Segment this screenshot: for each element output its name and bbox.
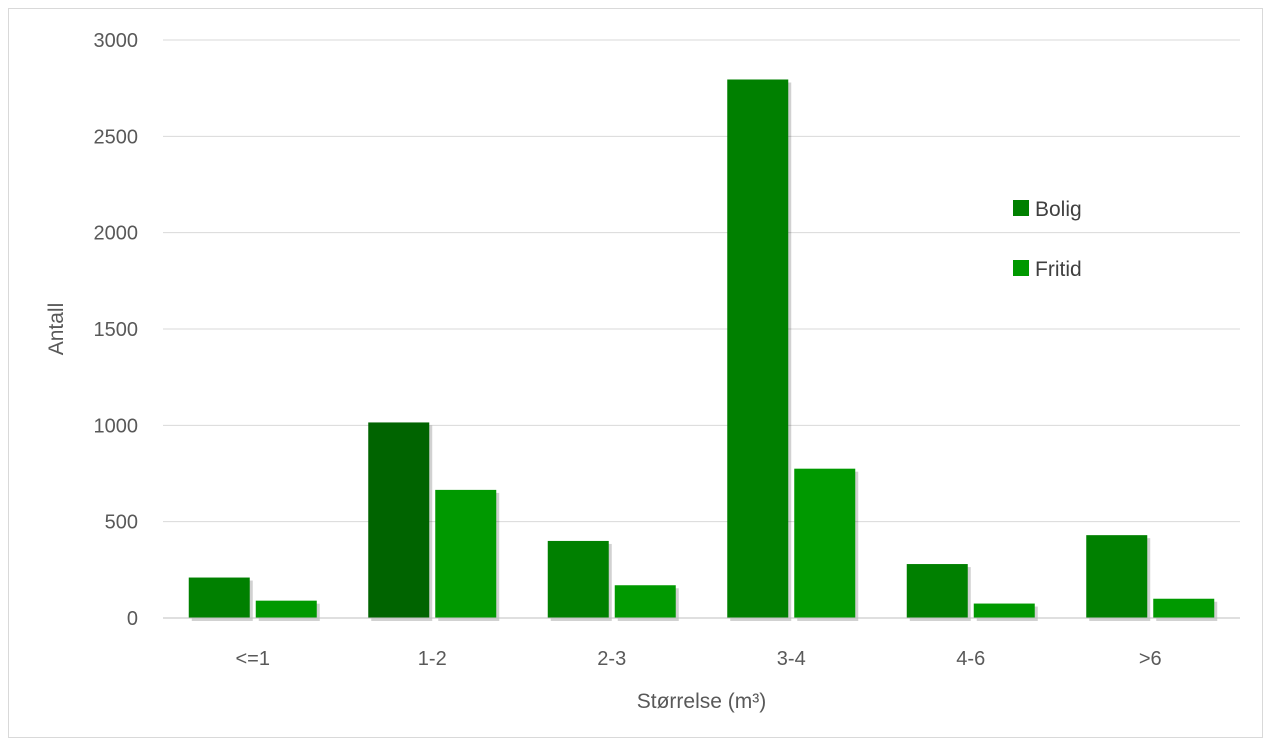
bar-bolig-1 bbox=[368, 422, 430, 618]
y-tick-label: 3000 bbox=[94, 30, 139, 52]
y-tick-label: 500 bbox=[105, 512, 138, 534]
legend-label-bolig: Bolig bbox=[1035, 198, 1082, 221]
x-tick-label: <=1 bbox=[236, 648, 270, 670]
x-tick-label: 1-2 bbox=[418, 648, 447, 670]
bar-bolig-2 bbox=[547, 540, 609, 618]
y-tick-label: 0 bbox=[127, 608, 138, 630]
y-tick-label: 2500 bbox=[94, 126, 139, 148]
bar-fritid-0 bbox=[255, 600, 317, 618]
y-tick-label: 2000 bbox=[94, 223, 139, 245]
bar-bolig-4 bbox=[906, 564, 968, 618]
y-tick-label: 1000 bbox=[94, 415, 139, 437]
bar-fritid-1 bbox=[435, 489, 497, 618]
bar-bolig-0 bbox=[188, 577, 250, 618]
bar-bolig-3 bbox=[727, 79, 789, 619]
bar-bolig-5 bbox=[1086, 535, 1148, 618]
x-tick-label: 2-3 bbox=[597, 648, 626, 670]
y-tick-label: 1500 bbox=[94, 319, 139, 341]
y-axis-title: Antall bbox=[45, 303, 68, 356]
x-tick-label: 3-4 bbox=[777, 648, 806, 670]
bar-fritid-2 bbox=[614, 585, 676, 618]
x-tick-label: 4-6 bbox=[956, 648, 985, 670]
bar-fritid-4 bbox=[973, 603, 1035, 618]
x-axis-ticks: <=1 1-2 2-3 3-4 4-6 >6 bbox=[236, 648, 1162, 670]
y-axis-ticks: 0 500 1000 1500 2000 2500 3000 bbox=[94, 30, 139, 630]
legend-label-fritid: Fritid bbox=[1035, 258, 1082, 281]
legend-swatch-bolig bbox=[1013, 200, 1029, 216]
legend: Bolig Fritid bbox=[1013, 198, 1082, 281]
gridlines bbox=[163, 39, 1240, 523]
legend-swatch-fritid bbox=[1013, 260, 1029, 276]
x-axis-title: Størrelse (m³) bbox=[637, 690, 767, 713]
bar-fritid-5 bbox=[1153, 598, 1215, 618]
bars bbox=[188, 79, 1218, 622]
bar-fritid-3 bbox=[794, 468, 856, 618]
x-tick-label: >6 bbox=[1139, 648, 1162, 670]
